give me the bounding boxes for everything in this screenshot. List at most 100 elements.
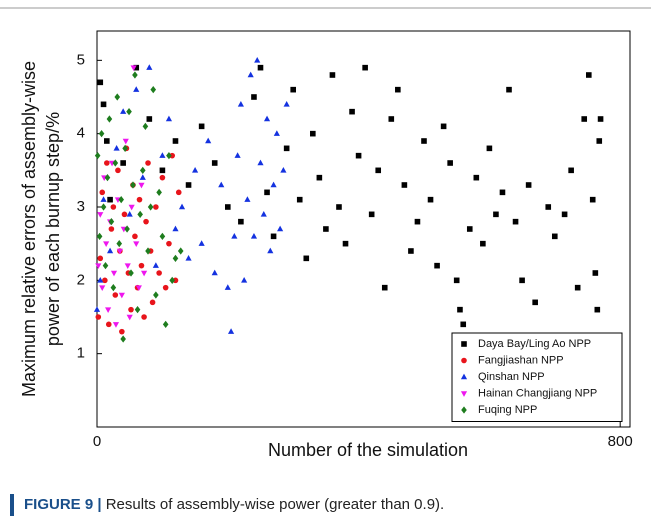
point — [224, 284, 231, 290]
point — [264, 189, 270, 196]
point — [263, 115, 271, 122]
point — [135, 285, 142, 292]
point — [99, 189, 106, 196]
point — [375, 167, 382, 174]
point — [159, 167, 166, 174]
point — [147, 203, 154, 211]
point — [113, 144, 120, 151]
point — [100, 203, 107, 211]
point — [205, 137, 212, 144]
plot-frame — [96, 30, 631, 428]
point — [349, 108, 355, 115]
point — [381, 284, 388, 291]
point — [93, 306, 101, 312]
point — [153, 291, 159, 299]
legend-label: Daya Bay/Ling Ao NPP — [478, 338, 591, 350]
point — [218, 181, 225, 188]
point — [512, 218, 519, 225]
point — [525, 182, 532, 188]
point — [589, 196, 596, 203]
point — [133, 241, 140, 248]
point — [169, 152, 176, 159]
point — [175, 189, 182, 196]
point — [97, 79, 104, 86]
point — [568, 167, 574, 174]
point — [198, 123, 205, 130]
point — [138, 262, 145, 269]
y-tick-label: 1 — [77, 345, 85, 362]
point — [136, 196, 143, 203]
point — [251, 94, 257, 100]
point — [120, 160, 126, 166]
point — [440, 123, 447, 130]
point — [115, 167, 121, 174]
legend-label: Qinshan NPP — [478, 371, 545, 383]
point — [138, 182, 145, 189]
point — [270, 181, 277, 188]
point — [95, 263, 102, 270]
point — [280, 166, 287, 173]
point — [139, 166, 146, 174]
point — [172, 138, 179, 144]
point — [316, 174, 323, 181]
point — [177, 247, 184, 255]
point — [192, 166, 199, 173]
point — [166, 240, 172, 247]
point — [172, 277, 179, 284]
point — [198, 240, 205, 246]
point — [105, 321, 112, 328]
point — [137, 210, 143, 218]
point — [159, 152, 166, 158]
point — [460, 321, 467, 328]
point — [119, 328, 125, 335]
point — [132, 233, 138, 240]
point — [594, 306, 601, 313]
point — [466, 226, 473, 232]
legend-box — [451, 332, 623, 422]
point — [156, 188, 162, 196]
point — [283, 100, 290, 107]
point — [453, 277, 460, 284]
point — [108, 218, 115, 226]
point — [149, 299, 156, 306]
caption-text: Results of assembly-wise power (greater … — [105, 496, 445, 513]
point — [178, 203, 186, 210]
point — [457, 306, 463, 313]
point — [185, 182, 192, 188]
point — [94, 152, 101, 160]
point — [133, 64, 140, 71]
point — [519, 277, 525, 284]
y-tick-label: 5 — [77, 51, 85, 68]
point — [227, 328, 235, 334]
point — [310, 130, 316, 137]
point — [165, 115, 173, 122]
point — [104, 138, 110, 144]
point — [581, 116, 588, 122]
point — [296, 196, 303, 203]
y-tick-label: 3 — [77, 198, 85, 215]
legend-label: Hainan Changjiang NPP — [478, 387, 597, 399]
point — [434, 262, 440, 269]
point — [116, 240, 123, 248]
point — [244, 196, 251, 202]
caption-label: FIGURE 9 | — [24, 496, 102, 513]
point — [130, 65, 137, 72]
point — [159, 174, 166, 181]
point — [224, 204, 231, 210]
point — [401, 182, 408, 188]
point — [97, 255, 104, 262]
legend-label: Fangjiashan NPP — [478, 354, 564, 366]
point — [120, 335, 126, 343]
chart: 1 2 3 4 5 0 800 Number of the simulation Maximum… — [0, 7, 651, 460]
point — [257, 159, 264, 166]
point — [283, 145, 290, 152]
point — [169, 276, 176, 284]
point — [98, 130, 105, 138]
point — [122, 138, 129, 145]
point — [118, 292, 125, 299]
legend-marker — [460, 373, 468, 380]
point — [267, 247, 274, 254]
point — [152, 262, 159, 268]
y-tick-label: 4 — [77, 125, 85, 142]
point — [145, 247, 151, 255]
